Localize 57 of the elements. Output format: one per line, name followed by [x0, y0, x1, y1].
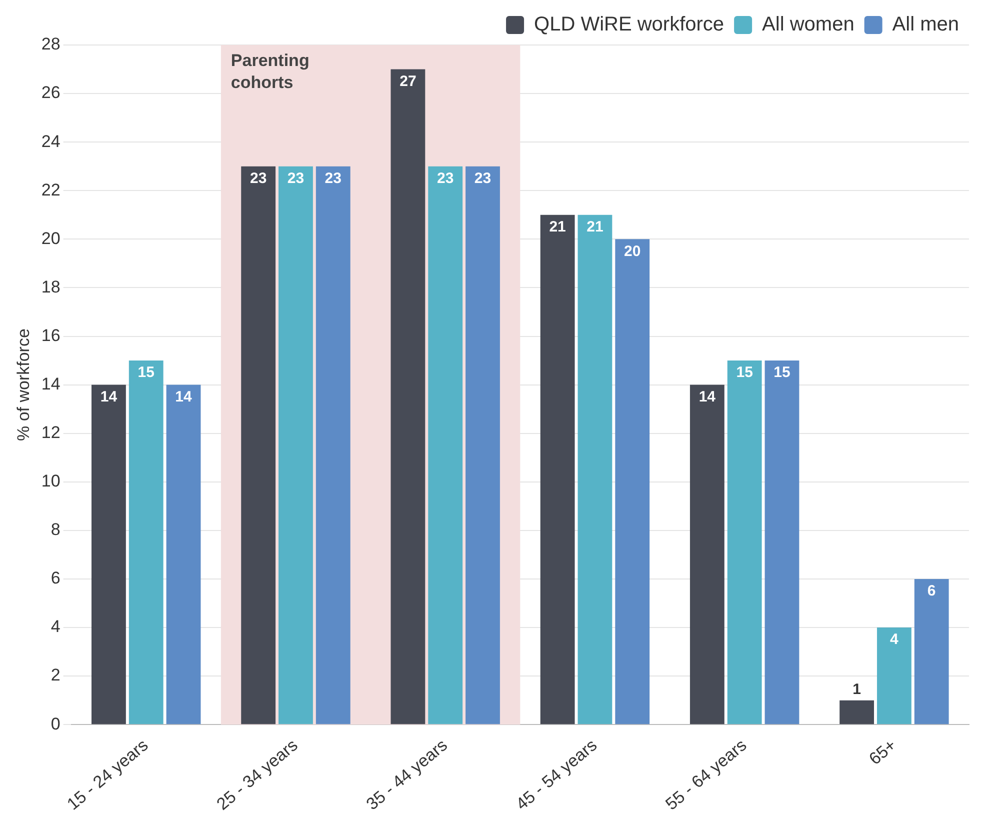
- data-label: 21: [549, 218, 566, 236]
- data-label: 15: [736, 364, 753, 382]
- y-tick-label: 16: [41, 326, 60, 345]
- bar: [764, 360, 800, 724]
- legend-label: All women: [762, 14, 854, 36]
- data-label: 15: [774, 364, 790, 382]
- data-label: 6: [927, 582, 936, 600]
- data-label: 23: [474, 170, 492, 187]
- data-label: 14: [175, 388, 193, 406]
- data-label: 1: [852, 680, 861, 698]
- data-label: 15: [138, 364, 154, 382]
- legend-label: All men: [892, 14, 960, 36]
- bar: [540, 214, 575, 724]
- bar: [840, 700, 874, 724]
- data-label: 4: [890, 631, 900, 648]
- y-tick-label: 10: [41, 472, 60, 491]
- y-tick-label: 14: [41, 374, 60, 394]
- data-label: 23: [324, 170, 342, 187]
- y-axis-title: % of workforce: [14, 328, 33, 442]
- bar: [428, 166, 463, 724]
- data-label: 21: [586, 218, 604, 236]
- bar: [128, 360, 164, 724]
- x-tick-label: 65+: [865, 735, 900, 769]
- data-label: 23: [250, 170, 267, 187]
- y-tick-label: 4: [50, 617, 60, 636]
- data-label: 23: [287, 170, 304, 187]
- y-tick-label: 2: [50, 666, 60, 685]
- y-tick-label: 20: [41, 228, 60, 248]
- bar: [578, 214, 612, 724]
- bar: [316, 166, 350, 724]
- bar: [92, 384, 126, 724]
- y-tick-label: 8: [50, 520, 60, 540]
- data-label: 23: [437, 170, 454, 187]
- legend-label: QLD WiRE workforce: [534, 14, 724, 36]
- data-label: 27: [400, 72, 416, 90]
- bar: [466, 166, 500, 724]
- y-tick-label: 26: [41, 83, 60, 102]
- bar: [278, 166, 313, 724]
- data-label: 20: [624, 242, 641, 260]
- bar: [241, 166, 276, 724]
- y-tick-label: 6: [50, 568, 60, 588]
- band-label: Parenting cohorts: [230, 51, 310, 92]
- bar: [690, 384, 724, 724]
- data-label: 14: [698, 388, 716, 406]
- data-label: 14: [100, 388, 118, 406]
- y-tick-label: 22: [41, 180, 60, 200]
- bar: [876, 628, 912, 724]
- bar: [166, 384, 201, 724]
- y-tick-label: 12: [41, 423, 60, 442]
- bar: [390, 69, 426, 724]
- y-tick-label: 28: [41, 34, 60, 54]
- bar: [914, 578, 949, 724]
- bar: [615, 239, 650, 724]
- y-tick-label: 18: [41, 277, 60, 296]
- y-tick-label: 0: [50, 714, 60, 734]
- bar: [727, 360, 762, 724]
- y-tick-label: 24: [41, 132, 60, 151]
